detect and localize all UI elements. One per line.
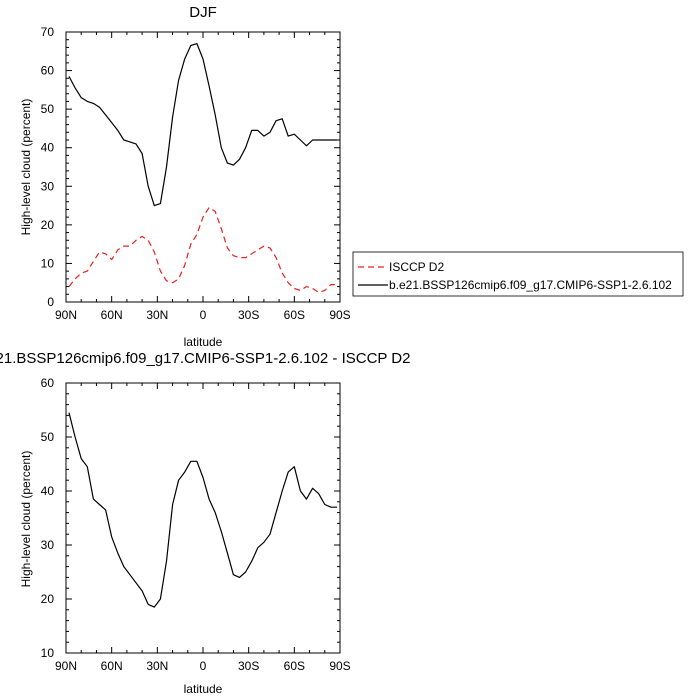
y-tick-label: 50 [41,102,55,116]
x-tick-label: 90N [55,308,77,322]
legend-entry-isccp: ISCCP D2 [389,260,444,274]
x-tick-label: 30S [238,659,259,673]
y-tick-label: 70 [41,25,55,39]
bottom-chart-panel: 21.BSSP126cmip6.f09_g17.CMIP6-SSP1-2.6.1… [0,350,410,696]
x-tick-label: 60N [101,308,123,322]
x-tick-label: 30N [146,659,168,673]
series-line-model [68,412,337,608]
y-tick-label: 20 [41,218,55,232]
top-chart-panel: DJF High-level cloud (percent) latitude … [19,4,351,349]
y-axis-label: High-level cloud (percent) [19,451,33,588]
x-axis-label: latitude [184,335,223,349]
x-tick-label: 60N [101,659,123,673]
x-tick-label: 60S [284,659,305,673]
plot-frame [65,31,341,303]
y-tick-label: 30 [41,179,55,193]
y-tick-label: 20 [41,592,55,606]
plot-frame [65,382,341,654]
y-tick-label: 30 [41,538,55,552]
y-tick-label: 60 [41,376,55,390]
x-tick-label: 90S [329,308,350,322]
chart-title: 21.BSSP126cmip6.f09_g17.CMIP6-SSP1-2.6.1… [0,350,410,367]
y-tick-label: 60 [41,64,55,78]
x-tick-label: 90N [55,659,77,673]
chart-title: DJF [189,4,217,21]
y-tick-label: 40 [41,141,55,155]
series-line-isccp [68,206,337,293]
x-tick-label: 0 [200,659,207,673]
y-tick-label: 40 [41,484,55,498]
x-tick-label: 30S [238,308,259,322]
x-tick-label: 60S [284,308,305,322]
x-tick-label: 30N [146,308,168,322]
y-tick-label: 10 [41,646,55,660]
x-tick-label: 0 [200,308,207,322]
x-axis-label: latitude [184,682,223,696]
y-tick-label: 0 [47,295,54,309]
x-tick-label: 90S [329,659,350,673]
y-axis-label: High-level cloud (percent) [19,99,33,236]
legend-entry-model: b.e21.BSSP126cmip6.f09_g17.CMIP6-SSP1-2.… [389,278,672,292]
legend: ISCCP D2 b.e21.BSSP126cmip6.f09_g17.CMIP… [352,251,684,297]
y-tick-label: 10 [41,256,55,270]
series-line-model [68,42,337,207]
legend-box [352,251,684,297]
y-tick-label: 50 [41,430,55,444]
